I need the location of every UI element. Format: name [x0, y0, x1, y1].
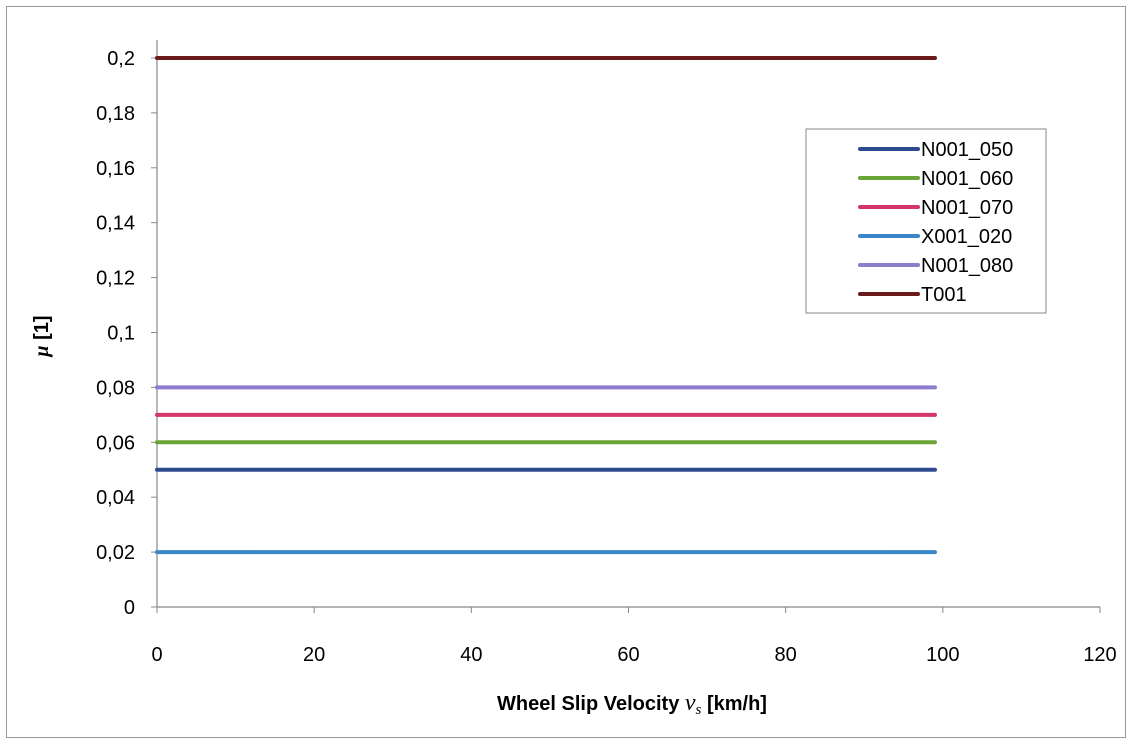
x-axis-label: Wheel Slip Velocity [497, 693, 685, 715]
y-tick-label: 0 [124, 597, 135, 619]
x-axis-unit: [km/h] [701, 693, 767, 715]
legend-label: T001 [921, 284, 967, 306]
y-tick-label: 0,12 [96, 268, 135, 290]
legend-box [805, 128, 1047, 314]
x-tick-label: 100 [926, 644, 959, 666]
legend-label: N001_070 [921, 197, 1013, 219]
legend-label: X001_020 [921, 226, 1012, 248]
y-axis-title: μ [1] [31, 315, 53, 357]
y-axis-unit: [1] [31, 315, 53, 345]
x-axis-title: Wheel Slip Velocity vs [km/h] [497, 690, 767, 718]
x-tick-label: 60 [617, 644, 639, 666]
chart-axes [156, 40, 1100, 608]
series-lines [155, 56, 937, 555]
legend-label: N001_060 [921, 168, 1013, 190]
y-tick-label: 0,16 [96, 158, 135, 180]
y-axis-symbol: μ [31, 345, 53, 357]
x-axis-symbol: v [685, 690, 696, 716]
legend-label: N001_050 [921, 139, 1013, 161]
y-tick-label: 0,08 [96, 377, 135, 399]
legend: N001_050 N001_060 N001_070 X001_020 N001_080… [805, 128, 1047, 314]
chart-frame [6, 6, 1126, 738]
x-tick-label: 0 [151, 644, 162, 666]
y-tick-label: 0,06 [96, 432, 135, 454]
y-tick-label: 0,14 [96, 213, 135, 235]
y-tick-label: 0,2 [107, 48, 135, 70]
x-tick-label: 80 [775, 644, 797, 666]
x-tick-label: 20 [303, 644, 325, 666]
x-axis-subscript: s [696, 702, 702, 718]
legend-items: N001_050 N001_060 N001_070 X001_020 N001_080… [858, 139, 1013, 306]
y-tick-label: 0,18 [96, 103, 135, 125]
x-tick-label: 40 [460, 644, 482, 666]
y-tick-label: 0,02 [96, 542, 135, 564]
x-tick-label: 120 [1083, 644, 1116, 666]
y-tick-label: 0,1 [107, 323, 135, 345]
legend-label: N001_080 [921, 255, 1013, 277]
y-tick-label: 0,04 [96, 487, 135, 509]
y-axis-ticks: 0 0,02 0,04 0,06 0,08 0,1 0,12 0,14 0,16 0,18 0,2 [96, 48, 157, 619]
x-axis-ticks: 0 20 40 60 80 100 120 [151, 607, 1117, 666]
